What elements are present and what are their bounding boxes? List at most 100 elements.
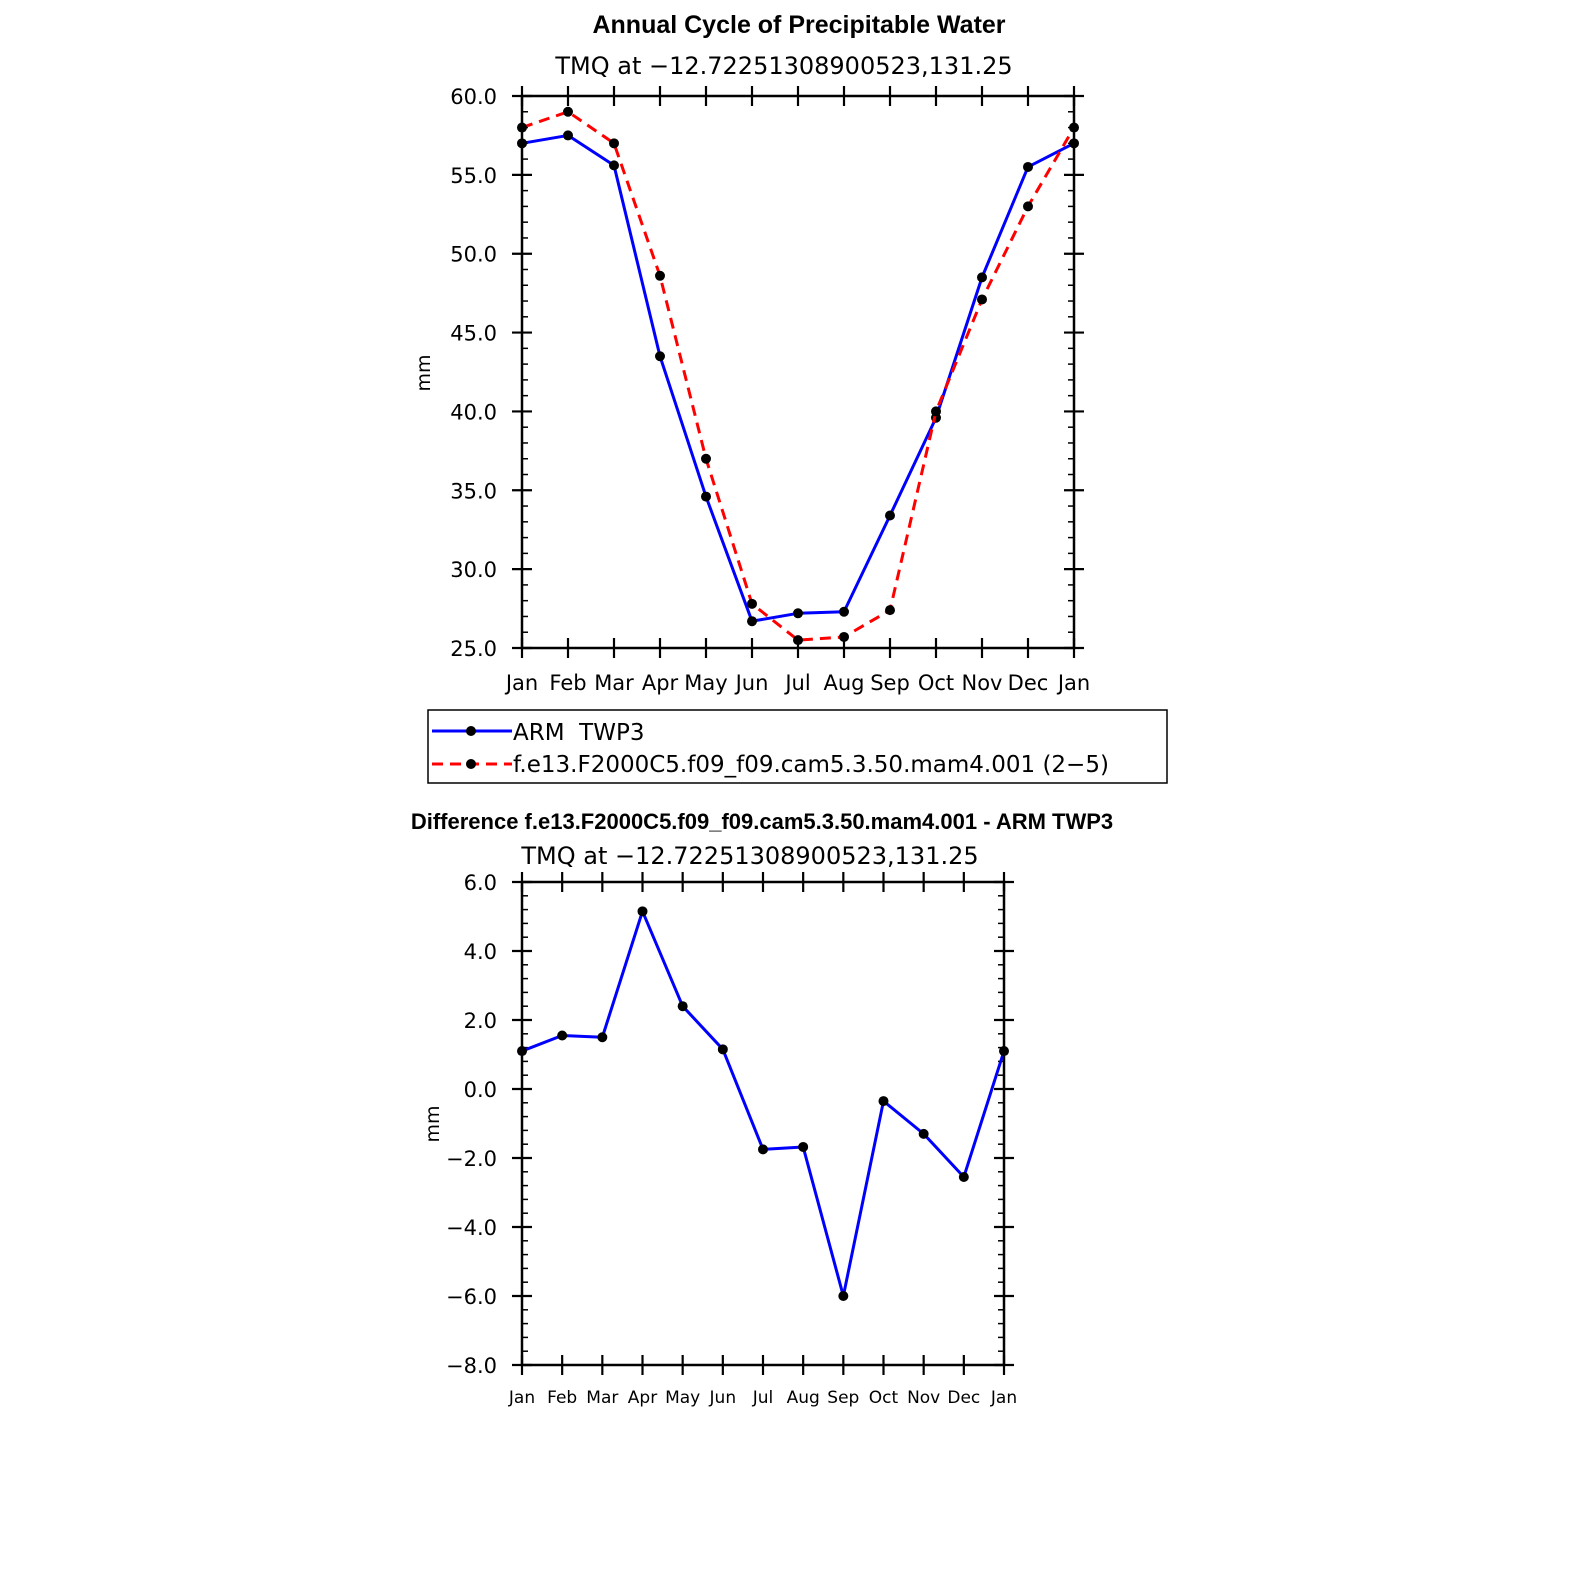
chart1-series-1-point	[747, 598, 757, 609]
chart1-series-1-point	[563, 106, 573, 117]
chart1-xtick-label: Jul	[783, 671, 810, 695]
chart2-xtick-label: Mar	[586, 1388, 618, 1408]
chart2-series-0-point	[958, 1171, 969, 1182]
chart1-ytick-label: 30.0	[450, 558, 497, 582]
chart1-series	[517, 106, 1079, 646]
chart1-series-0-point	[655, 351, 665, 362]
chart2-xtick-label: May	[665, 1388, 700, 1408]
chart1-frame	[520, 94, 1076, 650]
chart1-subtitle: TMQ at −12.72251308900523,131.25	[554, 52, 1012, 80]
chart1-ytick-label: 60.0	[450, 85, 497, 109]
chart1-series-line-0	[521, 133, 1075, 623]
chart2-ytick-label: 0.0	[464, 1078, 497, 1102]
chart2-series-line-0	[521, 909, 1006, 1298]
chart1-title: Annual Cycle of Precipitable Water	[592, 11, 1005, 39]
chart1-series-0-point	[1023, 161, 1033, 172]
chart1-series-0-point	[885, 510, 895, 521]
chart1-xtick-label: Apr	[642, 671, 679, 695]
chart2-xtick-label: Jul	[752, 1388, 774, 1408]
legend-marker-arm	[466, 726, 476, 736]
chart1-xtick-label: Mar	[594, 671, 634, 695]
chart1-ytick-label: 55.0	[450, 164, 497, 188]
chart2-title: Difference f.e13.F2000C5.f09_f09.cam5.3.…	[411, 809, 1113, 834]
chart1-xtick-label: Jun	[734, 671, 769, 695]
chart2-ytick-label: −6.0	[446, 1285, 497, 1309]
chart1-xtick-label: Aug	[823, 671, 864, 695]
chart1-series-0-point	[747, 616, 757, 627]
chart1-series-1-point	[793, 635, 803, 646]
chart2-series-0-point	[677, 1001, 688, 1012]
chart2-xtick-label: Jun	[709, 1388, 737, 1408]
chart2-xtick-label: Oct	[869, 1388, 899, 1408]
chart2-xtick-label: Nov	[907, 1388, 940, 1408]
chart1-series-0-point	[701, 491, 711, 502]
chart1-series-0-point	[563, 130, 573, 141]
chart1-series-1-point	[885, 605, 895, 616]
chart2-ytick-label: −4.0	[446, 1216, 497, 1240]
legend-label-model: f.e13.F2000C5.f09_f09.cam5.3.50.mam4.001…	[513, 752, 1109, 778]
chart2-ytick-label: −2.0	[446, 1147, 497, 1171]
chart2-tick-labels: −8.0 −6.0 −4.0 −2.0 0.0 2.0 4.0 6.0 Jan Feb Mar Apr…	[446, 871, 1017, 1408]
chart2-xtick-label: Feb	[547, 1388, 577, 1408]
chart1-series-1-point	[701, 453, 711, 464]
chart2-ylabel: mm	[422, 1105, 444, 1142]
chart2-frame	[520, 880, 1006, 1367]
difference-chart: Difference f.e13.F2000C5.f09_f09.cam5.3.…	[411, 809, 1113, 1408]
chart1-series-1-point	[977, 294, 987, 305]
chart1-xtick-label: Jan	[1056, 671, 1090, 695]
chart1-xtick-label: Jan	[504, 671, 538, 695]
chart2-series-0-point	[758, 1144, 768, 1155]
chart2-xtick-label: Apr	[628, 1388, 657, 1408]
chart2-series-0-point	[717, 1044, 728, 1055]
chart2-series-0-point	[878, 1096, 889, 1107]
chart2-series-0-point	[798, 1141, 809, 1152]
chart1-xtick-label: Oct	[918, 671, 954, 695]
chart1-series-0-point	[977, 272, 987, 283]
chart2-ytick-label: −8.0	[446, 1354, 497, 1378]
chart2-xtick-label: Jan	[508, 1388, 535, 1408]
chart1-series-1-point	[609, 138, 619, 149]
chart1-xtick-label: Nov	[962, 671, 1003, 695]
chart1-ytick-label: 45.0	[450, 322, 497, 346]
chart1-series-1-point	[839, 631, 849, 642]
chart2-ytick-label: 6.0	[464, 871, 497, 895]
chart2-series-0-point	[838, 1291, 849, 1301]
chart2-ytick-label: 4.0	[464, 940, 497, 964]
chart2-ticks	[512, 872, 1014, 1375]
chart1-ticks	[512, 86, 1084, 658]
chart2-xtick-label: Sep	[827, 1388, 859, 1408]
chart1-series-line-1	[521, 110, 1076, 642]
chart1-xtick-label: Dec	[1008, 671, 1049, 695]
chart2-ytick-label: 2.0	[464, 1009, 497, 1033]
legend-marker-model	[466, 759, 476, 769]
chart2-series-0-point	[597, 1032, 608, 1043]
chart1-ytick-label: 40.0	[450, 400, 497, 424]
chart1-series-1-point	[1023, 201, 1033, 212]
chart1-ytick-label: 50.0	[450, 243, 497, 267]
chart2-series-0-point	[637, 906, 648, 917]
chart1-series-1-point	[655, 270, 665, 281]
chart1-series-0-point	[839, 606, 849, 617]
chart2-series-0-point	[918, 1128, 929, 1139]
legend-label-arm: ARM TWP3	[513, 720, 644, 746]
legend-box	[427, 709, 1168, 784]
chart2-xtick-label: Aug	[787, 1388, 820, 1408]
annual-cycle-chart: Annual Cycle of Precipitable Water TMQ a…	[413, 11, 1168, 784]
chart1-xtick-label: May	[684, 671, 727, 695]
chart1-ytick-label: 25.0	[450, 637, 497, 661]
chart1-tick-labels: 25.0 30.0 35.0 40.0 45.0 50.0 55.0 60.0 Jan Feb Ma…	[450, 85, 1090, 695]
chart1-xtick-label: Sep	[870, 671, 910, 695]
chart2-subtitle: TMQ at −12.72251308900523,131.25	[520, 842, 978, 870]
chart2-series-0-point	[557, 1030, 568, 1041]
chart1-ytick-label: 35.0	[450, 479, 497, 503]
chart1-series-0-point	[609, 160, 619, 171]
chart2-series	[517, 906, 1009, 1301]
chart1-series-1-point	[931, 406, 941, 417]
legend: ARM TWP3 f.e13.F2000C5.f09_f09.cam5.3.50…	[427, 709, 1168, 784]
chart2-xtick-label: Jan	[990, 1388, 1017, 1408]
chart1-xtick-label: Feb	[549, 671, 586, 695]
chart1-series-0-point	[793, 608, 803, 619]
chart2-xtick-label: Dec	[947, 1388, 980, 1408]
chart1-ylabel: mm	[413, 354, 435, 391]
